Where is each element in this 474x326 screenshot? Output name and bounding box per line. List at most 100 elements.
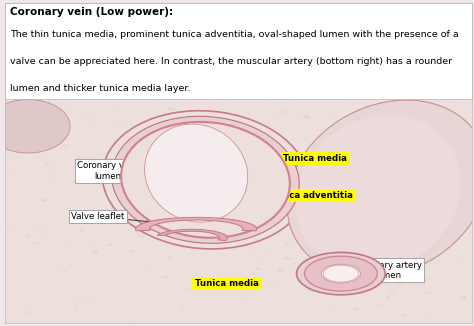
Circle shape: [447, 100, 450, 102]
Circle shape: [241, 144, 247, 147]
Circle shape: [146, 266, 151, 269]
Circle shape: [117, 124, 123, 126]
Circle shape: [155, 171, 157, 172]
Circle shape: [8, 171, 10, 173]
Circle shape: [72, 211, 77, 214]
Circle shape: [255, 138, 262, 141]
Circle shape: [255, 268, 260, 270]
Circle shape: [6, 228, 10, 230]
Circle shape: [281, 109, 287, 111]
Circle shape: [282, 158, 288, 162]
Circle shape: [116, 205, 119, 207]
Circle shape: [127, 210, 133, 213]
Circle shape: [380, 214, 383, 215]
Circle shape: [283, 110, 287, 111]
Circle shape: [451, 195, 456, 196]
Ellipse shape: [296, 115, 461, 271]
Circle shape: [182, 311, 185, 313]
Circle shape: [168, 108, 175, 111]
Circle shape: [167, 256, 173, 259]
Circle shape: [213, 115, 216, 116]
Circle shape: [277, 111, 284, 114]
Circle shape: [74, 311, 77, 312]
Circle shape: [321, 264, 361, 283]
Circle shape: [22, 145, 24, 146]
Circle shape: [92, 251, 99, 254]
Circle shape: [112, 221, 115, 223]
Circle shape: [74, 164, 80, 167]
Circle shape: [437, 241, 442, 244]
Circle shape: [418, 178, 422, 180]
Ellipse shape: [121, 122, 290, 238]
Circle shape: [387, 291, 390, 293]
Circle shape: [365, 319, 367, 320]
Circle shape: [260, 286, 263, 287]
Circle shape: [49, 178, 53, 179]
Circle shape: [87, 156, 91, 158]
Circle shape: [85, 118, 91, 121]
Circle shape: [453, 213, 457, 215]
Circle shape: [303, 115, 310, 119]
Circle shape: [11, 128, 13, 129]
Circle shape: [353, 307, 359, 310]
Circle shape: [421, 218, 425, 221]
Ellipse shape: [145, 124, 248, 222]
Circle shape: [374, 205, 379, 207]
Circle shape: [218, 153, 221, 155]
Text: Valve leaflet: Valve leaflet: [72, 212, 125, 221]
Circle shape: [77, 157, 83, 160]
Circle shape: [327, 157, 334, 160]
Circle shape: [162, 275, 169, 279]
Circle shape: [51, 175, 55, 177]
Circle shape: [230, 197, 235, 200]
Circle shape: [303, 259, 308, 261]
Circle shape: [204, 208, 208, 209]
Circle shape: [67, 245, 71, 247]
Circle shape: [284, 257, 289, 260]
Circle shape: [285, 243, 289, 245]
Circle shape: [172, 229, 174, 230]
Circle shape: [108, 194, 111, 195]
Circle shape: [427, 278, 431, 280]
Circle shape: [22, 126, 26, 128]
Circle shape: [369, 197, 371, 198]
Circle shape: [438, 250, 445, 254]
Text: Coronary artery
lumen: Coronary artery lumen: [354, 260, 421, 280]
Circle shape: [433, 236, 438, 239]
Circle shape: [447, 213, 452, 215]
Circle shape: [362, 128, 367, 131]
Circle shape: [427, 315, 433, 317]
Text: Coronary vein (Low power):: Coronary vein (Low power):: [10, 7, 173, 17]
Circle shape: [264, 249, 266, 250]
Text: valve can be appreciated here. In contrast, the muscular artery (bottom right) h: valve can be appreciated here. In contra…: [10, 57, 453, 66]
Circle shape: [235, 275, 239, 277]
Circle shape: [215, 184, 219, 185]
Circle shape: [195, 177, 200, 179]
Circle shape: [438, 129, 443, 131]
Circle shape: [114, 173, 118, 175]
Circle shape: [129, 250, 134, 252]
Polygon shape: [157, 229, 228, 241]
Circle shape: [146, 218, 152, 221]
Text: Coronary vein
lumen: Coronary vein lumen: [77, 161, 137, 181]
Circle shape: [4, 142, 6, 143]
Circle shape: [158, 229, 162, 230]
Circle shape: [142, 213, 146, 215]
Circle shape: [304, 256, 377, 291]
Circle shape: [45, 234, 47, 235]
Circle shape: [427, 292, 432, 294]
Circle shape: [255, 219, 262, 222]
Circle shape: [434, 108, 437, 109]
Circle shape: [174, 240, 181, 244]
Ellipse shape: [102, 111, 309, 249]
Circle shape: [129, 191, 135, 194]
Circle shape: [299, 205, 303, 207]
Circle shape: [395, 286, 397, 287]
Circle shape: [186, 146, 192, 149]
Circle shape: [143, 121, 145, 123]
Circle shape: [264, 122, 270, 124]
Circle shape: [465, 182, 469, 184]
Circle shape: [69, 264, 73, 266]
Circle shape: [435, 217, 440, 220]
Circle shape: [92, 243, 97, 244]
